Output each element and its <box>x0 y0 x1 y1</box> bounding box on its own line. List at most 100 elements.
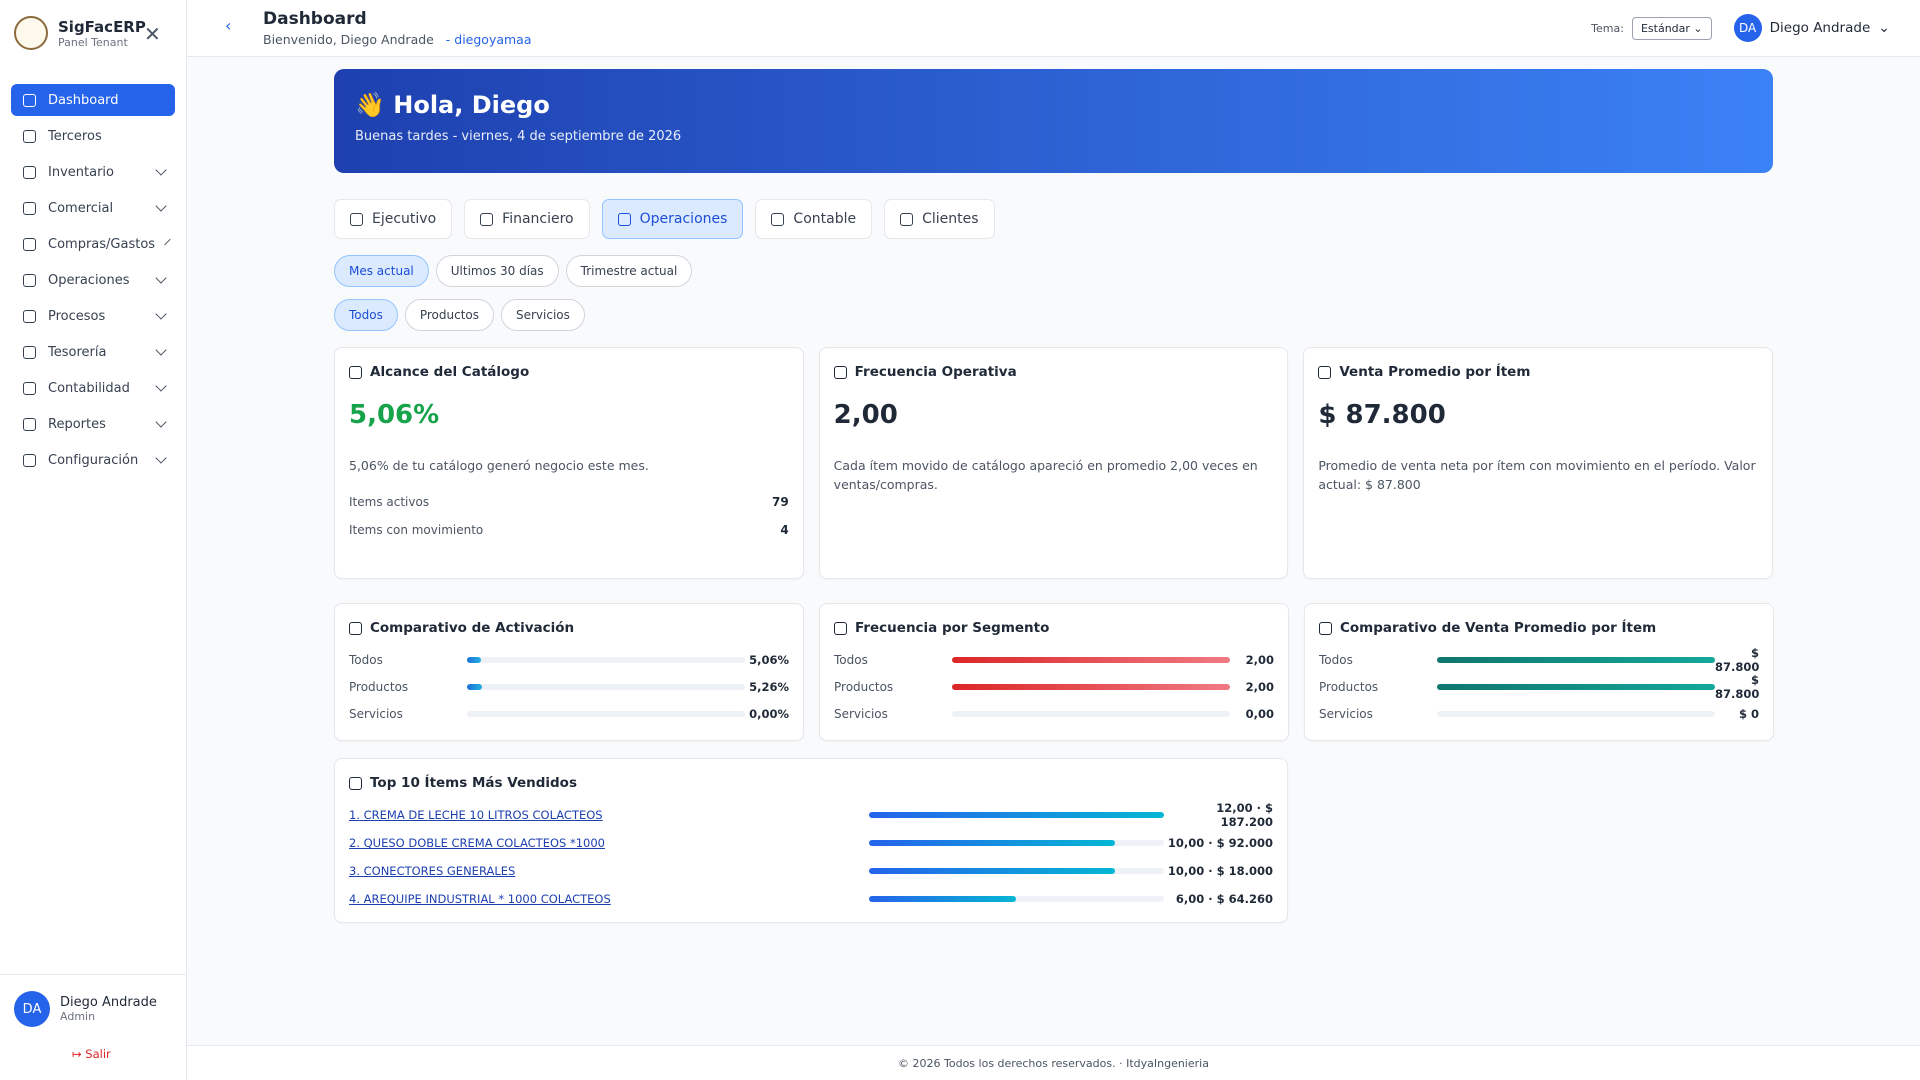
menu-label[interactable]: Tesorería <box>48 344 107 360</box>
bar-value: 0,00 <box>1245 706 1274 721</box>
item-link[interactable]: 4. AREQUIPE INDUSTRIAL * 1000 COLACTEOS <box>349 892 611 906</box>
kpi-row-label: Items activos <box>349 495 430 509</box>
kpi-row-label: Items con movimiento <box>349 523 484 537</box>
menu-item[interactable]: Tesorería <box>11 336 175 368</box>
card-title-text: Venta Promedio por Ítem <box>1339 364 1531 380</box>
tab-label[interactable]: Ejecutivo <box>372 211 437 227</box>
icon <box>834 621 847 635</box>
segment-filters: Todos Productos Servicios <box>334 299 1773 331</box>
tab-label[interactable]: Contable <box>793 211 857 227</box>
menu-item[interactable]: Operaciones <box>11 264 175 296</box>
menu-item[interactable]: Procesos <box>11 300 175 332</box>
comparison-card: Frecuencia por Segmento Todos 2,00 Producto… <box>819 603 1289 741</box>
menu-item[interactable]: Dashboard <box>11 84 175 116</box>
menu-item[interactable]: Reportes <box>11 408 175 440</box>
menu-item[interactable]: Comercial <box>11 192 175 224</box>
welcome: Bienvenido, Diego Andrade <box>263 32 434 47</box>
tab[interactable]: Operaciones <box>601 199 744 239</box>
icon <box>23 309 36 323</box>
chevron <box>155 451 167 464</box>
tab[interactable]: Clientes <box>884 199 995 239</box>
menu-item[interactable]: Contabilidad <box>11 372 175 404</box>
bar-label: Todos <box>1319 652 1353 667</box>
bar <box>952 683 1230 690</box>
username[interactable]: - diegoyamaa <box>445 32 532 47</box>
top-item-row: 1. CREMA DE LECHE 10 LITROS COLACTEOS 12,… <box>349 801 1273 829</box>
icon <box>617 212 631 226</box>
icon <box>480 212 494 226</box>
bar-label: Servicios <box>1319 706 1373 721</box>
menu-label[interactable]: Configuración <box>48 452 139 468</box>
icon <box>23 345 36 359</box>
card-title-text: Frecuencia Operativa <box>854 364 1017 380</box>
tab-label[interactable]: Operaciones <box>639 211 728 227</box>
kpi-value: 5,06% <box>349 400 440 430</box>
tab-label[interactable]: Financiero <box>502 211 574 227</box>
tab[interactable]: Contable <box>755 199 873 239</box>
theme-select[interactable]: Estándar ⌄ <box>1631 16 1712 40</box>
menu-item[interactable]: Configuración <box>11 444 175 476</box>
menu: Dashboard Terceros Inventario Comercial Comp… <box>11 84 175 480</box>
item-link[interactable]: 2. QUESO DOBLE CREMA COLACTEOS *1000 <box>349 836 605 850</box>
theme-value[interactable]: Estándar <box>1640 21 1690 35</box>
tab-label[interactable]: Clientes <box>922 211 979 227</box>
bar-value: $ 87.800 <box>1715 672 1760 701</box>
bar-value: $ 87.800 <box>1715 645 1760 674</box>
menu-label[interactable]: Procesos <box>48 308 106 324</box>
brand-name: SigFacERP <box>58 17 146 36</box>
item-link[interactable]: 1. CREMA DE LECHE 10 LITROS COLACTEOS <box>349 808 603 822</box>
menu-label[interactable]: Inventario <box>48 164 114 180</box>
comparison-row: Comparativo de Activación Todos 5,06% Produ… <box>334 603 1774 741</box>
icon <box>23 129 36 143</box>
menu-item[interactable]: Terceros <box>11 120 175 152</box>
menu-label[interactable]: Reportes <box>48 416 106 432</box>
bar-label: Servicios <box>834 706 888 721</box>
icon <box>23 93 36 107</box>
bar-track <box>1437 683 1715 690</box>
bar-value: 2,00 <box>1245 679 1274 694</box>
menu-label[interactable]: Compras/Gastos <box>48 236 156 252</box>
footer: © 2026 Todos los derechos reservados. · … <box>187 1045 1920 1080</box>
back-button[interactable]: ‹ <box>225 16 232 35</box>
menu-item[interactable]: Compras/Gastos <box>11 228 175 260</box>
logout[interactable]: ↦ Salir <box>72 1047 111 1061</box>
bar <box>869 868 1115 874</box>
filter-pill[interactable]: Trimestre actual <box>565 255 693 287</box>
filter-pill[interactable]: Mes actual <box>334 255 429 287</box>
header-user[interactable]: Diego Andrade <box>1769 20 1871 36</box>
close-button[interactable]: ✕ <box>144 22 161 46</box>
topbar: ‹ Dashboard Bienvenido, Diego Andrade - … <box>187 0 1920 57</box>
icon <box>23 273 36 287</box>
card-title: Frecuencia por Segmento <box>834 620 1274 636</box>
menu-label[interactable]: Contabilidad <box>48 380 130 396</box>
bar-track <box>952 683 1230 690</box>
filter-pill[interactable]: Productos <box>404 299 494 331</box>
menu-label[interactable]: Operaciones <box>48 272 130 288</box>
tab[interactable]: Financiero <box>464 199 590 239</box>
menu-item[interactable]: Inventario <box>11 156 175 188</box>
kpi-description: Promedio de venta neta por ítem con movi… <box>1318 458 1756 492</box>
filter-pill[interactable]: Ultimos 30 días <box>435 255 559 287</box>
icon <box>1319 621 1332 635</box>
bar <box>869 812 1164 818</box>
bar-track <box>952 656 1230 663</box>
card-title: Top 10 Ítems Más Vendidos <box>349 775 1273 791</box>
menu-label[interactable]: Terceros <box>48 128 102 144</box>
filter-pill[interactable]: Servicios <box>501 299 585 331</box>
item-link[interactable]: 3. CONECTORES GENERALES <box>349 864 516 878</box>
main: 👋 Hola, Diego Buenas tardes - viernes, 4 … <box>334 69 1774 923</box>
menu-label[interactable]: Comercial <box>48 200 114 216</box>
icon <box>349 365 362 379</box>
card-title: Frecuencia Operativa <box>833 364 1274 380</box>
filter-pill[interactable]: Todos <box>334 299 398 331</box>
card-title: Venta Promedio por Ítem <box>1318 364 1758 380</box>
header-avatar[interactable]: DA <box>1733 14 1762 42</box>
icon <box>350 212 363 226</box>
menu-label[interactable]: Dashboard <box>48 92 119 108</box>
chevron <box>164 238 171 245</box>
bar-label: Productos <box>349 679 409 694</box>
top-item-row: 2. QUESO DOBLE CREMA COLACTEOS *1000 10,0… <box>349 829 1273 857</box>
item-value: 10,00 · $ 92.000 <box>1167 836 1273 850</box>
tab[interactable]: Ejecutivo <box>334 199 453 239</box>
logout-label[interactable]: Salir <box>85 1047 111 1061</box>
